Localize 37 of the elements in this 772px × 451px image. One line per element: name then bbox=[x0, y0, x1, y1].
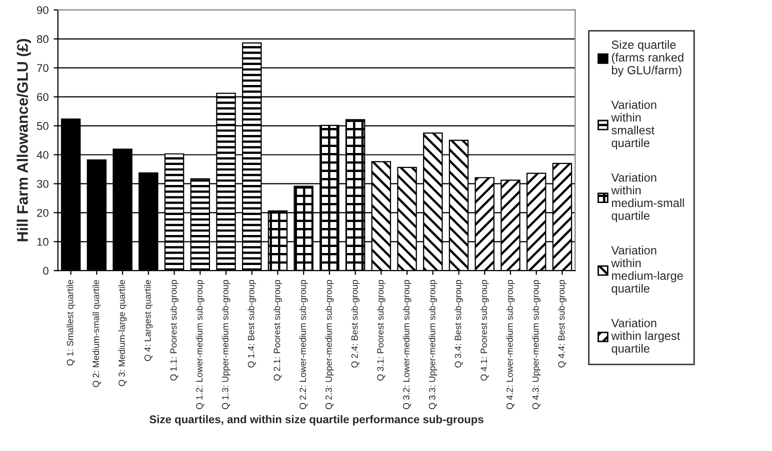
x-tick-label: Q 2.2: Lower-medium sub-group bbox=[299, 280, 308, 410]
y-tick-label: 10 bbox=[37, 238, 48, 246]
x-tick-label: Q 1.4: Best sub-group bbox=[248, 280, 256, 368]
legend-label: Variation within medium-small quartile bbox=[611, 173, 684, 222]
x-axis-title: Size quartiles, and within size quartile performance sub-groups bbox=[150, 415, 484, 426]
x-tick-label: Q 3.2: Lower-medium sub-group bbox=[402, 280, 412, 410]
legend-label: Size quartile (farms ranked by GLU/farm) bbox=[612, 40, 684, 77]
legend-label: Variation within largest quartile bbox=[611, 318, 680, 355]
x-tick-label: Q 2.1: Poorest sub-group bbox=[274, 280, 282, 381]
y-tick-label: 90 bbox=[37, 6, 48, 14]
legend-label: Variation within medium-large quartile bbox=[611, 246, 683, 295]
x-tick-label: Q 4.4: Best sub-group bbox=[558, 280, 566, 368]
y-tick-label: 30 bbox=[36, 180, 48, 188]
x-tick-label: Q 4.3: Upper-medium sub-group bbox=[532, 280, 541, 410]
y-tick-label: 20 bbox=[37, 208, 48, 217]
y-axis-title: Hill Farm Allowance/GLU (£) bbox=[16, 39, 31, 242]
y-tick-label: 50 bbox=[36, 122, 48, 130]
x-tick-label: Q 4.1: Poorest sub-group bbox=[480, 280, 489, 381]
y-tick-label: 80 bbox=[36, 35, 48, 44]
y-tick-label: 40 bbox=[36, 151, 48, 159]
y-tick-label: 60 bbox=[37, 93, 48, 101]
legend-label: Variation within smallest quartile bbox=[611, 100, 656, 150]
x-tick-label: Q 3.1: Poorest sub-group bbox=[376, 280, 386, 381]
x-tick-label: Q 3.3: Upper-medium sub-group bbox=[428, 280, 438, 410]
x-tick-label: Q 1.3: Upper-medium sub-group bbox=[222, 280, 230, 410]
x-tick-label: Q 1.2: Lower-medium sub-group bbox=[196, 280, 204, 410]
y-tick-label: 70 bbox=[37, 64, 48, 72]
x-tick-label: Q 2.4: Best sub-group bbox=[351, 280, 360, 368]
x-tick-label: Q 3.4: Best sub-group bbox=[454, 280, 463, 368]
x-tick-label: Q 1.1: Poorest sub-group bbox=[170, 280, 178, 381]
y-tick-label: 0 bbox=[43, 266, 48, 275]
x-tick-label: Q 1: Smallest quartile bbox=[66, 280, 76, 366]
x-tick-label: Q 2: Medium-small quartile bbox=[92, 280, 101, 388]
x-tick-label: Q 4: Largest quartile bbox=[144, 280, 153, 361]
x-tick-label: Q 2.3: Upper-medium sub-group bbox=[325, 280, 334, 410]
x-tick-label: Q 4.2: Lower-medium sub-group bbox=[506, 280, 515, 410]
x-tick-label: Q 3: Medium-large quartile bbox=[118, 280, 127, 386]
